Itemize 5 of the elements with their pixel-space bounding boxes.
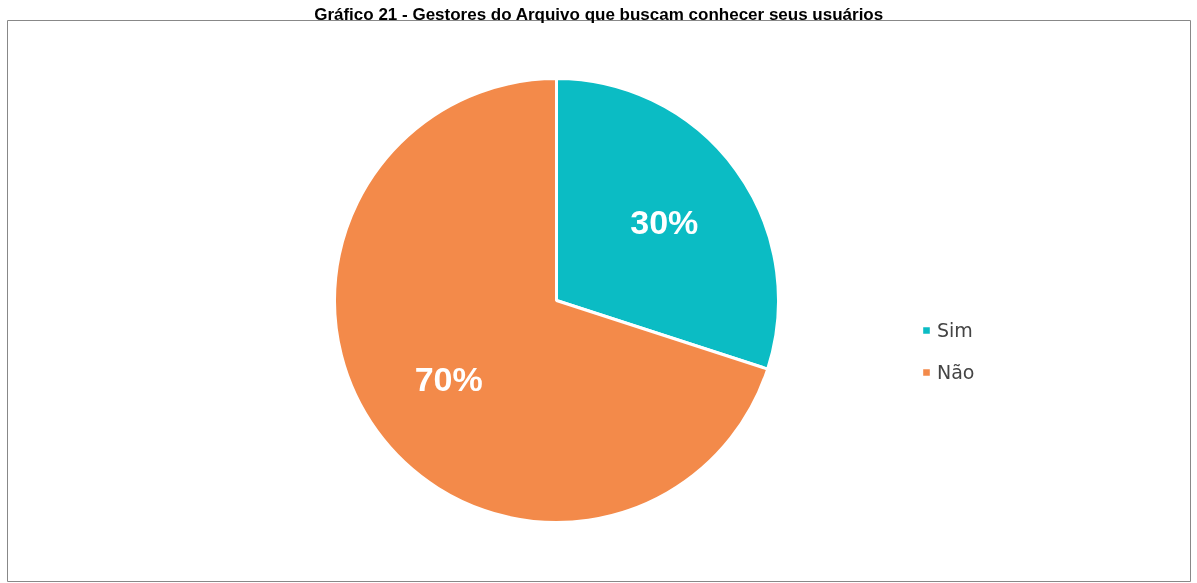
legend-label: Não: [937, 361, 975, 383]
legend-label: Sim: [937, 319, 973, 341]
chart-title: Gráfico 21 - Gestores do Arquivo que buscam conhecer seus usuários: [314, 4, 884, 24]
data-label: 70%: [414, 359, 483, 398]
data-label: 30%: [630, 203, 699, 242]
